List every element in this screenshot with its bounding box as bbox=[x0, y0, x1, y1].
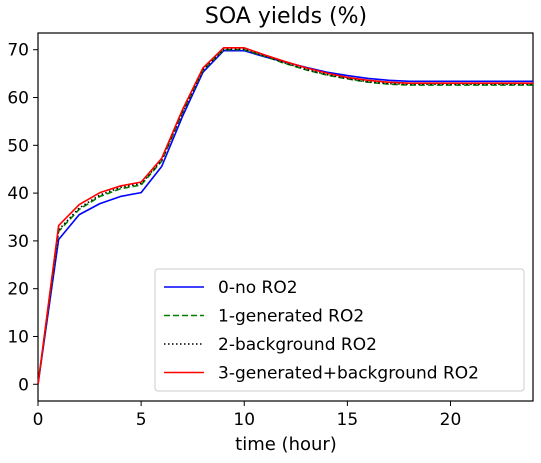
legend-label-1: 1-generated RO2 bbox=[218, 307, 364, 327]
y-tick-label: 10 bbox=[7, 327, 29, 347]
x-axis: 0 5 10 15 20 bbox=[33, 401, 462, 430]
y-tick-label: 50 bbox=[7, 136, 29, 156]
x-axis-label: time (hour) bbox=[235, 434, 337, 455]
series-line-1 bbox=[37, 48, 533, 385]
y-tick-label: 0 bbox=[18, 375, 29, 395]
legend-box bbox=[154, 268, 525, 392]
y-tick-label: 30 bbox=[7, 232, 29, 252]
x-tick-label: 5 bbox=[136, 410, 147, 430]
x-tick-label: 0 bbox=[33, 410, 44, 430]
y-tick-label: 70 bbox=[7, 41, 29, 61]
series-line-3 bbox=[37, 47, 533, 385]
x-tick-label: 15 bbox=[337, 410, 359, 430]
y-tick-label: 60 bbox=[7, 89, 29, 109]
y-axis: 0 10 20 30 40 50 60 70 bbox=[7, 41, 38, 395]
x-tick-label: 10 bbox=[233, 410, 255, 430]
y-tick-label: 40 bbox=[7, 184, 29, 204]
legend-label-2: 2-background RO2 bbox=[218, 335, 377, 355]
legend-label-3: 3-generated+background RO2 bbox=[218, 364, 479, 384]
series-layer bbox=[37, 47, 533, 385]
y-tick-label: 20 bbox=[7, 280, 29, 300]
chart-title: SOA yields (%) bbox=[205, 4, 367, 29]
x-tick-label: 20 bbox=[440, 410, 462, 430]
chart-legend: 0-no RO2 1-generated RO2 2-background RO2 3… bbox=[154, 268, 525, 392]
series-line-2 bbox=[37, 48, 533, 385]
plot-frame bbox=[37, 32, 534, 402]
legend-label-0: 0-no RO2 bbox=[218, 278, 298, 298]
